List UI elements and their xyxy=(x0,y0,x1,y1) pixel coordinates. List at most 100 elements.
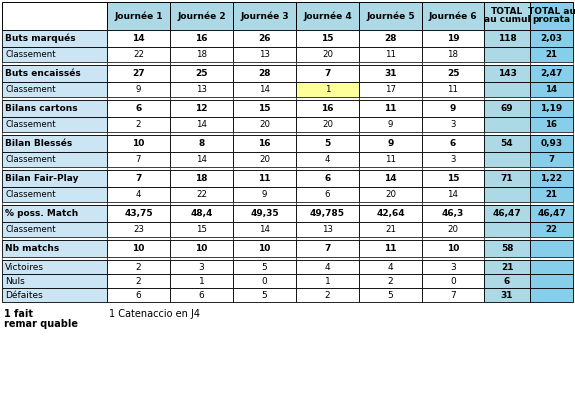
Bar xyxy=(530,240,573,257)
Text: 6: 6 xyxy=(504,277,510,286)
Bar xyxy=(2,100,107,117)
Bar xyxy=(296,132,359,135)
Text: TOTAL au: TOTAL au xyxy=(527,7,575,16)
Bar xyxy=(484,97,530,100)
Bar xyxy=(296,205,359,222)
Text: 4: 4 xyxy=(388,263,393,272)
Text: 1: 1 xyxy=(325,85,330,94)
Text: 5: 5 xyxy=(262,263,267,272)
Text: 17: 17 xyxy=(385,85,396,94)
Bar xyxy=(233,82,296,97)
Text: 27: 27 xyxy=(132,69,145,78)
Bar xyxy=(359,202,422,205)
Text: 42,64: 42,64 xyxy=(376,209,405,218)
Bar xyxy=(530,202,573,205)
Bar xyxy=(359,135,422,152)
Bar xyxy=(107,62,170,65)
Text: 7: 7 xyxy=(135,174,141,183)
Bar xyxy=(359,274,422,288)
Text: 49,785: 49,785 xyxy=(310,209,345,218)
Bar xyxy=(296,135,359,152)
Text: TOTAL: TOTAL xyxy=(491,7,523,16)
Text: 2: 2 xyxy=(136,277,141,286)
Bar xyxy=(359,170,422,187)
Bar xyxy=(107,82,170,97)
Bar xyxy=(422,240,484,257)
Text: 22: 22 xyxy=(546,225,558,234)
Bar xyxy=(170,2,233,30)
Bar xyxy=(170,62,233,65)
Bar xyxy=(107,97,170,100)
Bar xyxy=(484,117,530,132)
Bar xyxy=(530,100,573,117)
Text: 31: 31 xyxy=(384,69,397,78)
Bar xyxy=(422,237,484,240)
Text: 21: 21 xyxy=(546,50,558,59)
Bar xyxy=(233,202,296,205)
Bar xyxy=(422,100,484,117)
Bar xyxy=(530,47,573,62)
Bar xyxy=(530,167,573,170)
Bar xyxy=(359,62,422,65)
Bar xyxy=(2,2,107,30)
Bar xyxy=(359,222,422,237)
Bar xyxy=(359,2,422,30)
Bar xyxy=(170,117,233,132)
Bar xyxy=(2,288,107,302)
Bar xyxy=(422,274,484,288)
Text: 2,03: 2,03 xyxy=(540,34,562,43)
Bar xyxy=(484,65,530,82)
Bar xyxy=(296,222,359,237)
Bar xyxy=(107,132,170,135)
Text: 10: 10 xyxy=(196,244,208,253)
Bar xyxy=(422,187,484,202)
Bar xyxy=(484,2,530,30)
Text: 3: 3 xyxy=(198,263,204,272)
Bar xyxy=(359,240,422,257)
Text: 118: 118 xyxy=(497,34,516,43)
Bar xyxy=(233,97,296,100)
Bar xyxy=(170,65,233,82)
Bar xyxy=(484,47,530,62)
Bar xyxy=(2,237,107,240)
Text: 14: 14 xyxy=(196,120,207,129)
Bar xyxy=(107,170,170,187)
Text: 46,47: 46,47 xyxy=(537,209,566,218)
Bar xyxy=(484,205,530,222)
Bar xyxy=(296,187,359,202)
Bar xyxy=(170,257,233,260)
Bar xyxy=(484,170,530,187)
Bar xyxy=(484,288,530,302)
Bar xyxy=(170,97,233,100)
Text: 11: 11 xyxy=(385,50,396,59)
Text: 20: 20 xyxy=(322,50,333,59)
Bar xyxy=(107,237,170,240)
Text: 5: 5 xyxy=(324,139,331,148)
Text: 7: 7 xyxy=(324,244,331,253)
Text: 2: 2 xyxy=(325,291,330,300)
Bar xyxy=(107,167,170,170)
Bar xyxy=(359,100,422,117)
Text: 0: 0 xyxy=(450,277,456,286)
Text: 1 Catenaccio en J4: 1 Catenaccio en J4 xyxy=(109,309,200,319)
Text: 6: 6 xyxy=(198,291,204,300)
Bar xyxy=(170,132,233,135)
Text: 46,47: 46,47 xyxy=(493,209,522,218)
Text: 58: 58 xyxy=(501,244,513,253)
Bar xyxy=(530,82,573,97)
Bar xyxy=(2,97,107,100)
Text: 6: 6 xyxy=(136,291,141,300)
Bar xyxy=(170,202,233,205)
Text: 21: 21 xyxy=(546,190,558,199)
Bar xyxy=(530,288,573,302)
Text: 13: 13 xyxy=(322,225,333,234)
Bar xyxy=(233,2,296,30)
Bar xyxy=(530,205,573,222)
Text: 20: 20 xyxy=(385,190,396,199)
Text: 1: 1 xyxy=(325,277,331,286)
Bar xyxy=(296,47,359,62)
Bar xyxy=(530,97,573,100)
Bar xyxy=(107,2,170,30)
Text: Nuls: Nuls xyxy=(5,277,25,286)
Text: Victoires: Victoires xyxy=(5,263,44,272)
